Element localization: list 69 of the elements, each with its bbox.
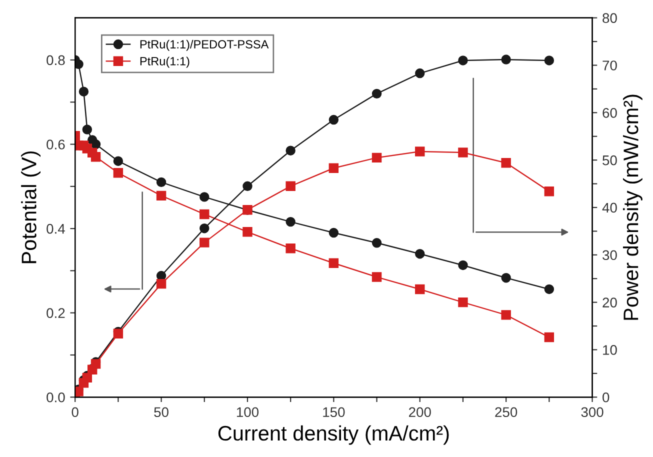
y2-tick-label: 30 — [602, 250, 617, 260]
point — [415, 284, 425, 294]
point — [200, 223, 210, 234]
y2-tick-label: 80 — [602, 13, 617, 23]
x-tick-label: 300 — [581, 407, 604, 418]
point — [113, 156, 124, 166]
point — [242, 227, 252, 237]
x-tick-label: 250 — [495, 407, 518, 418]
point — [328, 228, 339, 238]
point — [501, 310, 511, 320]
point — [78, 86, 89, 96]
point — [200, 238, 210, 248]
y-tick-label: 0.8 — [46, 55, 65, 66]
point — [415, 248, 425, 259]
point — [458, 56, 468, 66]
y2-tick-label: 0 — [602, 392, 610, 402]
y-tick-label: 0.2 — [46, 308, 65, 318]
y2-tick-label: 70 — [602, 60, 617, 70]
point — [90, 139, 101, 150]
y2-tick-label: 20 — [602, 298, 617, 308]
point — [544, 284, 554, 294]
point — [156, 190, 166, 201]
point — [286, 146, 296, 156]
point — [544, 186, 554, 196]
y-tick-label: 0.4 — [46, 224, 65, 234]
x-tick-label: 0 — [72, 407, 78, 418]
point — [501, 158, 511, 168]
y2-tick-label: 60 — [602, 108, 617, 118]
point — [328, 258, 339, 268]
point — [458, 148, 468, 158]
y-axis-title: Potential (V) — [21, 151, 40, 264]
point — [372, 238, 382, 248]
point — [501, 54, 511, 64]
point — [156, 177, 166, 188]
point — [328, 114, 339, 125]
y2-axis-title: Power density (mW/cm²) — [622, 94, 642, 320]
point — [415, 68, 425, 78]
y-tick-label: 0.0 — [46, 392, 65, 402]
point — [544, 332, 554, 342]
point — [200, 209, 210, 220]
x-tick-label: 150 — [323, 407, 345, 418]
point — [286, 244, 296, 254]
y2-tick-label: 40 — [602, 202, 617, 213]
point — [286, 181, 296, 192]
point — [501, 273, 511, 283]
x-tick-label: 200 — [408, 407, 431, 418]
point — [372, 88, 382, 99]
point — [372, 152, 382, 163]
x-tick-label: 50 — [154, 407, 168, 418]
x-axis-title: Current density (mA/cm²) — [218, 425, 449, 445]
point — [113, 168, 124, 178]
point — [458, 297, 468, 308]
point — [544, 56, 554, 66]
point — [372, 272, 382, 282]
legend-label: PtRu(1:1)/PEDOT-PSSA — [140, 40, 269, 51]
point — [90, 152, 101, 162]
point — [242, 181, 252, 192]
point — [82, 124, 92, 134]
point — [458, 260, 468, 270]
y-tick-label: 0.6 — [46, 140, 65, 150]
point — [328, 163, 339, 173]
legend-label: PtRu(1:1) — [140, 56, 190, 68]
y2-tick-label: 50 — [602, 155, 617, 166]
x-tick-label: 100 — [236, 407, 259, 418]
point — [200, 192, 210, 202]
point — [286, 216, 296, 227]
y2-tick-label: 10 — [603, 345, 617, 355]
point — [415, 146, 425, 156]
point — [156, 278, 166, 289]
